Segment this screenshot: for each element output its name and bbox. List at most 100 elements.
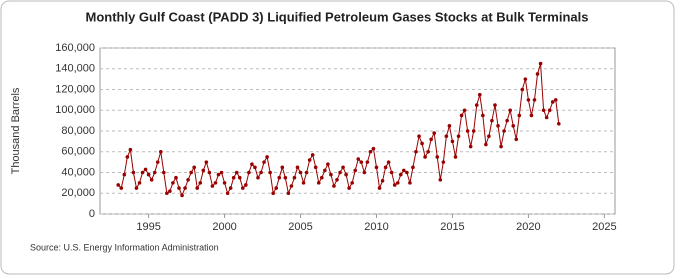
point <box>295 165 300 170</box>
point <box>359 160 364 164</box>
point <box>402 168 406 173</box>
point <box>234 170 239 175</box>
point <box>146 172 151 177</box>
point <box>256 175 260 180</box>
x-tick-label: 1995 <box>136 221 160 233</box>
point <box>450 139 455 144</box>
point <box>417 134 421 138</box>
point <box>283 175 288 180</box>
point <box>429 137 433 142</box>
point <box>137 181 142 185</box>
point <box>222 181 227 185</box>
point <box>128 147 133 152</box>
point <box>487 134 491 138</box>
point <box>247 170 251 175</box>
point <box>231 175 236 180</box>
point <box>502 129 506 133</box>
point <box>374 165 379 170</box>
point <box>268 170 272 175</box>
point <box>143 167 148 172</box>
point <box>386 160 391 164</box>
point <box>365 160 370 164</box>
y-axis-label: Thousand Barrels <box>10 87 22 174</box>
point <box>131 170 136 175</box>
y-tick-label: 60,000 <box>61 146 95 158</box>
point <box>499 144 503 149</box>
point <box>177 186 181 190</box>
point <box>125 155 130 159</box>
point <box>168 189 172 193</box>
point <box>368 149 373 154</box>
point <box>471 129 476 133</box>
point <box>244 183 248 187</box>
y-tick-label: 40,000 <box>61 166 95 178</box>
point <box>237 175 242 180</box>
point <box>398 172 403 177</box>
x-tick-label: 2015 <box>440 221 464 233</box>
x-tick-label: 2025 <box>592 221 616 233</box>
point <box>338 170 342 175</box>
point <box>517 113 522 118</box>
chart-title: Monthly Gulf Coast (PADD 3) Liquified Pe… <box>86 9 589 24</box>
x-tick-label: 2010 <box>364 221 388 233</box>
point <box>122 172 127 177</box>
point <box>323 168 327 173</box>
point <box>304 170 309 175</box>
point <box>426 149 430 154</box>
point <box>262 160 266 164</box>
y-tick-label: 0 <box>89 208 95 220</box>
point <box>392 183 397 187</box>
point <box>158 149 163 154</box>
point <box>526 98 531 102</box>
point <box>310 153 315 157</box>
point <box>171 181 175 185</box>
point <box>408 181 412 185</box>
point <box>274 186 279 190</box>
point <box>547 108 552 113</box>
point <box>474 103 479 107</box>
y-tick-label: 160,000 <box>55 42 95 54</box>
point <box>341 165 345 170</box>
point <box>453 155 458 159</box>
point <box>250 162 254 166</box>
point <box>253 165 257 170</box>
point <box>514 137 519 142</box>
point <box>505 118 509 123</box>
point <box>225 191 230 196</box>
point <box>316 181 321 185</box>
point <box>484 142 488 147</box>
point <box>383 165 388 170</box>
point <box>174 175 178 180</box>
point <box>162 170 166 175</box>
point <box>395 181 400 185</box>
x-tick-label: 2005 <box>288 221 312 233</box>
point <box>508 108 512 113</box>
point <box>493 103 497 107</box>
point <box>277 175 282 180</box>
point <box>535 72 540 76</box>
point <box>280 165 285 170</box>
point <box>356 157 361 161</box>
point <box>165 191 169 196</box>
point <box>432 131 437 135</box>
point <box>335 177 339 182</box>
point <box>213 181 218 185</box>
point <box>134 186 139 190</box>
x-tick-label: 2020 <box>516 221 540 233</box>
point <box>271 191 275 196</box>
point <box>362 170 367 175</box>
x-tick-label: 2000 <box>212 221 236 233</box>
point <box>307 158 312 162</box>
point <box>544 115 549 120</box>
point <box>326 162 330 166</box>
point <box>219 170 224 175</box>
point <box>183 186 187 190</box>
point <box>289 184 294 188</box>
point <box>477 92 482 97</box>
point <box>241 186 245 190</box>
point <box>216 172 221 177</box>
point <box>414 149 418 154</box>
